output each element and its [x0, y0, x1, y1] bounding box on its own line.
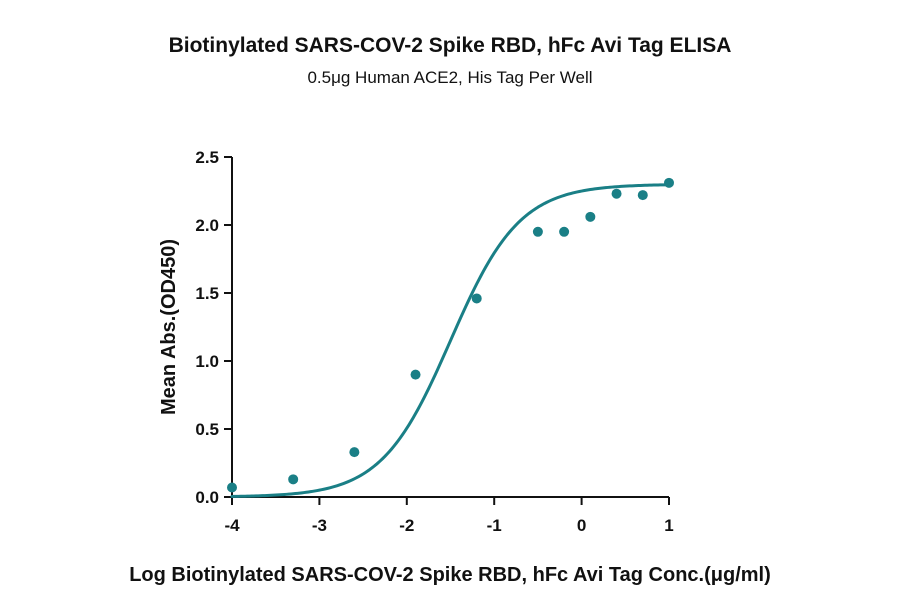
x-axis-ticks: -4 -3 -2 -1 0 1 — [224, 497, 674, 535]
data-point — [585, 211, 596, 222]
fit-curve — [230, 183, 671, 498]
x-axis-label: Log Biotinylated SARS-COV-2 Spike RBD, h… — [129, 564, 771, 586]
data-point — [288, 474, 299, 485]
chart-subtitle: 0.5μg Human ACE2, His Tag Per Well — [307, 68, 592, 87]
y-axis-ticks: 0.0 0.5 1.0 1.5 2.0 2.5 — [195, 148, 232, 507]
data-point — [532, 226, 543, 237]
chart-title: Biotinylated SARS-COV-2 Spike RBD, hFc A… — [169, 34, 732, 57]
y-axis-label: Mean Abs.(OD450) — [158, 239, 180, 415]
x-tick-label: 1 — [664, 516, 673, 535]
x-tick-label: -2 — [399, 516, 414, 535]
data-point — [471, 293, 482, 304]
x-tick-label: -1 — [487, 516, 502, 535]
plot-area: 0.0 0.5 1.0 1.5 2.0 2.5 -4 -3 -2 -1 0 1 — [195, 148, 674, 535]
y-tick-label: 1.5 — [195, 284, 219, 303]
x-tick-label: -3 — [312, 516, 327, 535]
y-tick-label: 0.0 — [195, 488, 219, 507]
y-tick-label: 0.5 — [195, 420, 219, 439]
y-tick-label: 2.0 — [195, 216, 219, 235]
y-tick-label: 1.0 — [195, 352, 219, 371]
data-point — [227, 482, 237, 493]
x-tick-label: 0 — [577, 516, 586, 535]
data-point — [410, 369, 421, 380]
y-tick-label: 2.5 — [195, 148, 219, 167]
data-points — [227, 177, 674, 493]
data-point — [559, 226, 570, 237]
data-point — [349, 447, 360, 458]
data-point — [664, 177, 674, 188]
data-point — [637, 190, 648, 201]
data-point — [611, 188, 622, 199]
x-tick-label: -4 — [224, 516, 240, 535]
